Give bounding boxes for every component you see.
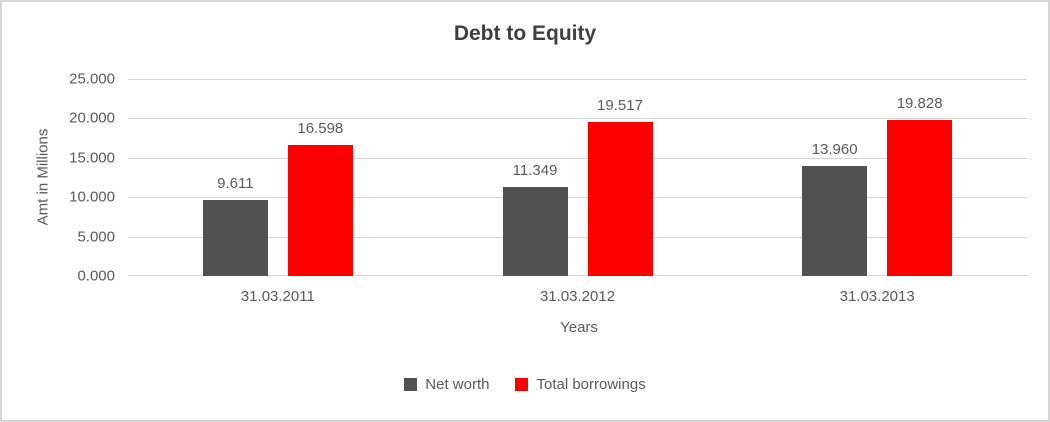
bar-net-worth bbox=[202, 200, 268, 276]
legend-item-total-borrowings: Total borrowings bbox=[515, 376, 646, 393]
bar-total-borrowings bbox=[887, 119, 953, 276]
legend: Net worth Total borrowings bbox=[2, 376, 1048, 393]
chart-title: Debt to Equity bbox=[453, 22, 597, 45]
y-tick-label: 5.000 bbox=[77, 228, 115, 246]
bar-total-borrowings bbox=[287, 145, 353, 276]
x-tick-label: 31.03.2012 bbox=[539, 288, 616, 305]
bar-value-label: 11.349 bbox=[512, 161, 558, 179]
bar-value-label: 19.517 bbox=[597, 97, 643, 115]
x-tick-label: 31.03.2011 bbox=[240, 288, 315, 305]
gridline bbox=[128, 275, 1027, 276]
legend-label: Total borrowings bbox=[536, 376, 646, 393]
x-axis-title: Years bbox=[560, 319, 598, 336]
legend-swatch-icon bbox=[404, 378, 418, 391]
bar-value-label: 9.611 bbox=[217, 175, 254, 193]
legend-label: Net worth bbox=[425, 376, 490, 393]
gridline bbox=[128, 236, 1027, 238]
bar-value-label: 19.828 bbox=[896, 94, 943, 112]
legend-item-net-worth: Net worth bbox=[404, 376, 489, 393]
y-tick-label: 20.000 bbox=[69, 109, 115, 127]
bar-net-worth bbox=[502, 186, 568, 276]
gridline bbox=[128, 118, 1027, 120]
bar-value-label: 16.598 bbox=[297, 120, 344, 138]
legend-swatch-icon bbox=[515, 378, 529, 391]
x-tick-label: 31.03.2013 bbox=[839, 288, 915, 305]
y-tick-label: 10.000 bbox=[69, 188, 115, 206]
y-tick-label: 25.000 bbox=[69, 70, 115, 88]
bar-total-borrowings bbox=[587, 122, 653, 276]
y-tick-label: 0.000 bbox=[77, 267, 115, 285]
plot-area: 9.611 16.598 11.349 19.517 13.960 19.828 bbox=[128, 79, 1027, 276]
gridline bbox=[128, 197, 1027, 199]
gridline bbox=[128, 157, 1027, 159]
gridline bbox=[128, 79, 1027, 80]
y-axis-ticks: 0.000 5.000 10.000 15.000 20.000 25.000 bbox=[2, 71, 115, 285]
y-tick-label: 15.000 bbox=[69, 149, 115, 167]
bar-net-worth bbox=[802, 166, 868, 276]
bar-value-label: 13.960 bbox=[811, 141, 858, 158]
